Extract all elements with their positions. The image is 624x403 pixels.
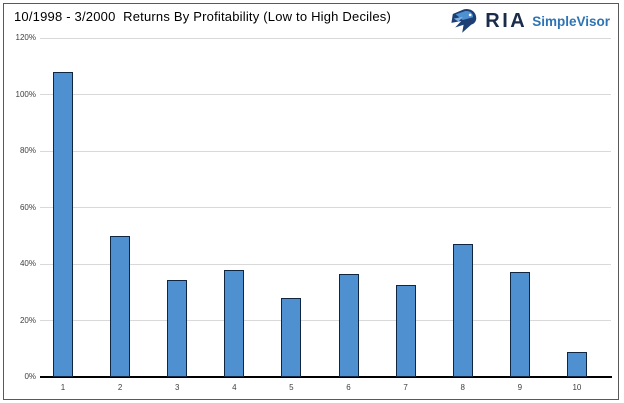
- gridline: [40, 150, 611, 152]
- y-axis-label: 20%: [19, 315, 36, 325]
- x-axis-label: 1: [60, 383, 66, 392]
- bar: [53, 71, 73, 377]
- x-axis-label: 6: [346, 383, 351, 392]
- product-name: SimpleVisor: [532, 14, 610, 30]
- y-axis-label: 40%: [19, 259, 36, 268]
- x-axis-label: 8: [460, 383, 465, 392]
- chart-title: 10/1998 - 3/2000 Returns By Profitabilit…: [14, 9, 391, 24]
- bar: [224, 269, 245, 377]
- bar: [110, 235, 131, 377]
- x-axis-label: 5: [289, 383, 294, 392]
- y-axis-label: 120%: [15, 33, 36, 42]
- bar: [509, 272, 530, 377]
- bar: [167, 279, 188, 377]
- x-axis-line: [40, 376, 612, 378]
- bar: [452, 244, 473, 377]
- x-axis-label: 4: [232, 383, 237, 392]
- x-axis-label: 7: [403, 383, 408, 392]
- y-axis-label: 60%: [19, 202, 36, 212]
- x-axis-label: 3: [174, 383, 180, 392]
- gridline: [40, 320, 611, 321]
- bar: [566, 351, 587, 377]
- gridline: [40, 263, 611, 265]
- eagle-head-icon: [451, 8, 477, 33]
- x-axis-label: 10: [572, 383, 582, 392]
- gridline: [40, 207, 611, 208]
- y-axis-label: 100%: [15, 89, 36, 99]
- gridline: [40, 94, 611, 95]
- y-axis-label: 80%: [19, 146, 36, 155]
- x-axis-label: 9: [517, 383, 523, 392]
- y-axis-label: 0%: [24, 372, 36, 381]
- gridline: [40, 37, 611, 39]
- bar: [338, 273, 359, 377]
- x-axis-label: 2: [117, 383, 123, 392]
- bar: [281, 297, 302, 377]
- bar: [395, 285, 416, 377]
- brand-name: RIA: [485, 9, 528, 32]
- brand-logo: RIA SimpleVisor: [450, 7, 610, 34]
